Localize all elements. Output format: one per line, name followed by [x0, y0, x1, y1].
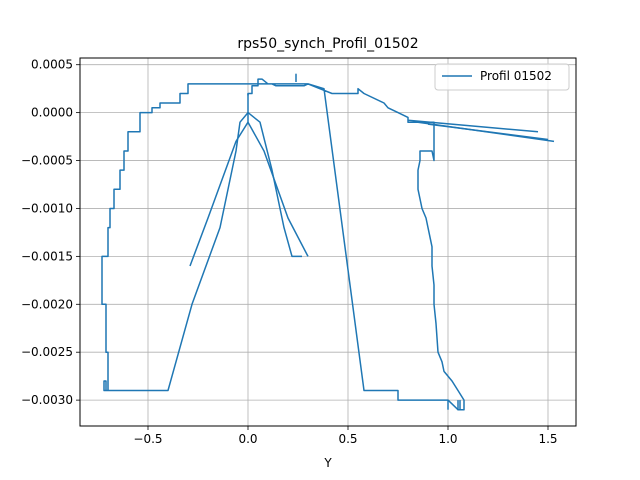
y-tick-label: −0.0020: [21, 297, 73, 311]
x-tick-label: 1.5: [538, 432, 557, 446]
y-axis-ticks: −0.0030 −0.0025 −0.0020 −0.0015 −0.0010 −0.00…: [21, 58, 80, 407]
axes-frame: [79, 57, 577, 427]
series-segment: [457, 400, 461, 411]
series-segment: [247, 121, 309, 257]
y-tick-label: 0.0005: [31, 58, 73, 72]
x-axis-label: Y: [323, 456, 332, 470]
legend: Profil 01502: [434, 63, 570, 91]
series-segment: [189, 121, 249, 267]
series-segment: [407, 119, 539, 133]
grid-lines: [80, 58, 576, 426]
x-tick-label: 0.5: [338, 432, 357, 446]
x-tick-label: 1.0: [438, 432, 457, 446]
x-tick-label: 0.0: [238, 432, 257, 446]
y-tick-label: −0.0015: [21, 249, 73, 263]
y-tick-label: 0.0000: [31, 106, 73, 120]
y-tick-label: −0.0030: [21, 393, 73, 407]
y-tick-label: −0.0005: [21, 154, 73, 168]
legend-box: [434, 63, 570, 91]
legend-series-label: Profil 01502: [480, 69, 552, 83]
chart-title: rps50_synch_Profil_01502: [237, 36, 418, 52]
series-line-profil-01502: [101, 78, 465, 411]
plot-area: [101, 73, 555, 411]
y-tick-label: −0.0010: [21, 201, 73, 215]
y-tick-label: −0.0025: [21, 345, 73, 359]
x-tick-label: −0.5: [133, 432, 162, 446]
x-axis-ticks: −0.5 0.0 0.5 1.0 1.5: [133, 426, 558, 446]
series-segment: [427, 123, 549, 141]
